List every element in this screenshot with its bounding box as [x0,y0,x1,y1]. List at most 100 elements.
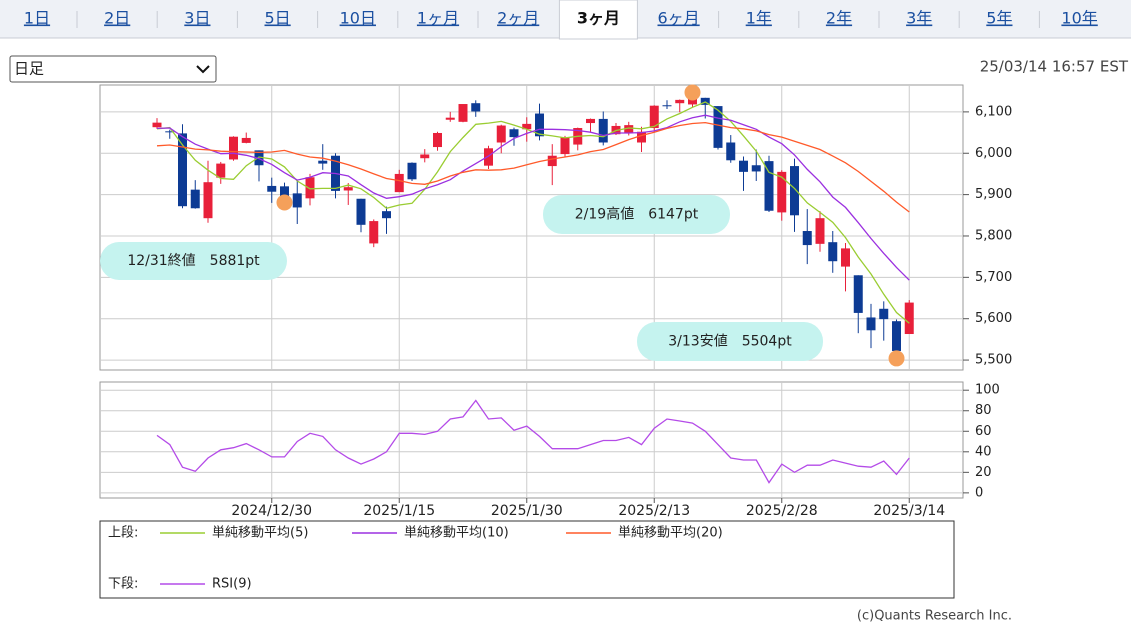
y-tick-label: 5,800 [975,228,1012,243]
candle-body [241,137,251,143]
tab[interactable]: 10年 [1061,9,1097,28]
candle-body [165,131,175,133]
price-plot [99,84,964,371]
legend-label: RSI(9) [212,577,252,592]
rsi-line [156,399,910,484]
candle-body [420,154,430,159]
legend-label: 単純移動平均(5) [212,525,308,541]
tab[interactable]: 2年 [826,9,852,28]
candle-body [560,137,570,155]
y-tick-label: 20 [975,465,992,480]
candle-body [318,160,328,164]
annotation-text: 2/19高値 6147pt [575,206,699,223]
candle-body [178,133,187,207]
tab[interactable]: 3ヶ月 [577,9,620,28]
moving-average [156,114,910,281]
legend-label: 単純移動平均(20) [618,525,723,541]
candle-body [904,302,914,335]
candle-body [815,218,825,244]
tab[interactable]: 10日 [340,9,376,28]
y-tick-label: 5,500 [975,353,1012,368]
annotation-dot [684,84,701,101]
candle-body [203,182,213,219]
tab[interactable]: 1ヶ月 [417,9,459,28]
candle-body [445,117,455,120]
tab[interactable]: 5日 [265,9,291,28]
candle-body [522,123,532,130]
candle-body [280,186,289,203]
annotation-box [543,195,730,234]
candle-body [802,231,812,246]
tab-selected-bg [558,0,638,40]
tab[interactable]: 1日 [24,9,50,28]
legend-title: 上段: [108,526,138,541]
candle-body [853,275,863,313]
y-tick-label: 80 [975,403,992,418]
candle-body [369,221,379,244]
candle-body [254,150,264,166]
candle-body [828,242,838,262]
candle-body [229,136,238,160]
candle-body [777,171,787,213]
candle-body [586,118,595,124]
candle-body [382,211,391,219]
x-tick-label: 2024/12/30 [231,503,312,519]
candle-body [764,161,774,211]
x-tick-label: 2025/3/14 [873,503,945,519]
legend-box [99,520,955,599]
candle-body [305,177,315,199]
x-tick-label: 2025/1/15 [363,503,435,519]
candle-body [190,189,200,209]
y-tick-label: 6,000 [975,146,1012,161]
tab[interactable]: 3年 [906,9,932,28]
candle-body [841,248,850,267]
candle-body [509,129,519,138]
y-tick-label: 6,100 [975,104,1012,119]
candle-body [458,104,468,122]
candle-body [675,99,685,104]
annotation-text: 3/13安値 5504pt [668,334,792,350]
period-select[interactable]: 日足 [9,55,217,83]
candle-body [739,160,748,172]
tab[interactable]: 6ヶ月 [658,9,700,28]
candle-body [433,132,442,148]
y-tick-label: 5,600 [975,311,1012,326]
tab[interactable]: 2日 [104,9,130,28]
candle-body [879,308,889,320]
y-tick-label: 5,700 [975,270,1012,285]
candle-body [343,187,353,191]
candle-body [394,173,404,193]
x-tick-label: 2025/1/30 [491,503,563,519]
candle-body [726,142,736,161]
y-tick-label: 40 [975,444,992,459]
candle-body [751,165,761,172]
y-tick-label: 60 [975,424,992,439]
y-tick-label: 5,900 [975,187,1012,202]
legend-label: 単純移動平均(10) [404,525,509,541]
tab[interactable]: 3日 [184,9,210,28]
candle-body [892,321,901,351]
candle-body [790,166,799,216]
candle-body [407,162,417,180]
tab[interactable]: 2ヶ月 [497,9,539,28]
y-tick-label: 100 [975,383,1000,398]
candle-body [649,105,659,129]
annotation-text: 12/31終値 5881pt [127,253,260,269]
annotation-box [100,242,287,280]
x-tick-label: 2025/2/13 [618,503,690,519]
candle-body [216,163,226,178]
tab[interactable]: 1年 [746,9,772,28]
candle-body [535,113,544,137]
select-box[interactable] [9,55,217,83]
select-chevron[interactable] [196,65,210,74]
candle-body [152,122,162,128]
timestamp: 25/03/14 16:57 EST [980,58,1129,76]
candle-body [484,148,493,166]
annotation-dot [276,194,293,211]
select-value[interactable]: 日足 [14,60,44,78]
tab[interactable]: 5年 [986,9,1012,28]
annotation-box [637,322,823,361]
annotation-dot [888,350,905,367]
